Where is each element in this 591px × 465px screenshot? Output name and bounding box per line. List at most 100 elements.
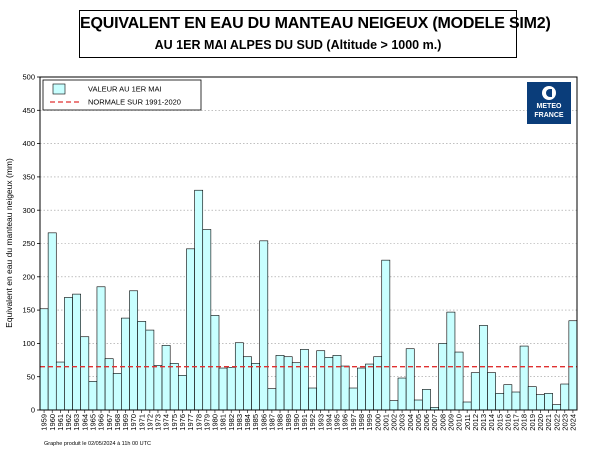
x-tick-label: 2022 [552,414,561,431]
x-tick-label: 2004 [406,414,415,431]
x-tick-label: 2008 [438,414,447,431]
bar-2017 [511,391,521,411]
legend-label-normal: NORMALE SUR 1991-2020 [88,98,181,107]
bar-2011 [462,401,472,411]
x-tick-label: 1965 [88,414,97,431]
logo-text-line1: METEO [536,103,562,110]
x-tick-label: 2017 [512,414,521,431]
chart-gridlines [40,110,577,378]
x-tick-label: 1980 [211,414,220,431]
x-tick-label: 2014 [487,414,496,431]
bar-1975 [169,363,179,411]
y-tick-label: 50 [27,372,35,381]
x-tick-label: 2000 [373,414,382,431]
legend-bar-swatch [52,83,66,95]
x-tick-label: 1961 [56,414,65,431]
x-tick-label: 1995 [333,414,342,431]
bar-1963 [72,293,81,411]
legend-box [42,79,202,111]
x-tick-label: 1990 [292,414,301,431]
x-tick-label: 2001 [381,414,390,431]
x-tick-label: 2024 [569,414,578,431]
x-tick-label: 1993 [316,414,325,431]
bar-1961 [55,361,65,411]
bar-1991 [300,349,309,411]
bar-1995 [332,355,342,411]
bar-1982 [226,367,236,411]
x-tick-label: 1989 [284,414,293,431]
y-tick-label: 200 [22,272,35,281]
bar-1996 [340,365,350,411]
bar-2010 [454,351,464,411]
x-tick-label: 1985 [251,414,260,431]
bar-2013 [479,325,488,411]
bar-1986 [259,240,269,411]
x-tick-label: 1984 [243,414,252,431]
x-tick-label: 1987 [267,414,276,431]
x-tick-label: 2005 [414,414,423,431]
bar-1962 [64,297,73,411]
bar-2024 [568,320,578,411]
x-tick-label: 1999 [365,414,374,431]
bar-1974 [161,345,171,411]
y-tick-label: 350 [22,173,35,182]
bar-1984 [243,356,252,411]
bar-2016 [503,384,513,411]
bar-1970 [129,290,138,411]
x-tick-label: 1976 [178,414,187,431]
x-tick-label: 1994 [324,414,333,431]
x-tick-label: 2013 [479,414,488,431]
x-tick-label: 2003 [398,414,407,431]
x-tick-label: 2015 [495,414,504,431]
x-tick-label: 1969 [121,414,130,431]
bar-1994 [324,357,334,411]
meteo-france-logo: METEO FRANCE [527,82,571,124]
y-axis-ticks: 0 50 100 150 200 250 300 350 400 450 500 [22,73,40,415]
logo-text-line2: FRANCE [534,112,564,119]
x-tick-label: 2002 [390,414,399,431]
bar-1971 [137,321,147,411]
x-tick-label: 1963 [72,414,81,431]
bar-2021 [544,393,553,411]
title-box: EQUIVALENT EN EAU DU MANTEAU NEIGEUX (MO… [79,10,551,58]
bar-2008 [438,343,448,411]
bar-1983 [234,342,244,411]
x-tick-label: 2019 [528,414,537,431]
bar-1990 [291,362,301,411]
x-tick-label: 1978 [194,414,203,431]
bar-1998 [357,367,366,411]
bar-1976 [178,375,187,411]
x-tick-label: 1992 [308,414,317,431]
bar-1997 [348,387,358,411]
chart-subtitle: AU 1ER MAI ALPES DU SUD (Altitude > 1000… [154,38,442,52]
x-tick-label: 1998 [357,414,366,431]
bar-1992 [308,387,317,411]
x-tick-label: 1986 [259,414,268,431]
x-axis-ticks: 1959 1960 1961 1962 1963 1964 1965 1966 1967 1968… [40,410,578,431]
x-tick-label: 2006 [422,414,431,431]
bar-1972 [145,329,155,411]
bar-1959 [39,308,49,411]
chart-title: EQUIVALENT EN EAU DU MANTEAU NEIGEUX (MO… [80,15,551,32]
x-tick-label: 2010 [455,414,464,431]
bar-2022 [552,404,562,411]
x-tick-label: 1968 [113,414,122,431]
x-tick-label: 2018 [520,414,529,431]
bar-2023 [560,383,570,411]
chart-bars [39,189,578,411]
x-tick-label: 1991 [300,414,309,431]
bar-1985 [251,363,260,411]
y-tick-label: 100 [22,339,35,348]
x-tick-label: 2007 [430,414,439,431]
x-tick-label: 1975 [170,414,179,431]
x-tick-label: 1964 [80,414,89,431]
bar-2019 [527,386,537,411]
x-tick-label: 1974 [162,414,171,431]
x-tick-label: 2021 [544,414,553,431]
x-tick-label: 2012 [471,414,480,431]
x-tick-label: 1960 [48,414,57,431]
bar-2004 [405,348,415,411]
bar-1999 [365,363,374,411]
x-tick-label: 1997 [349,414,358,431]
